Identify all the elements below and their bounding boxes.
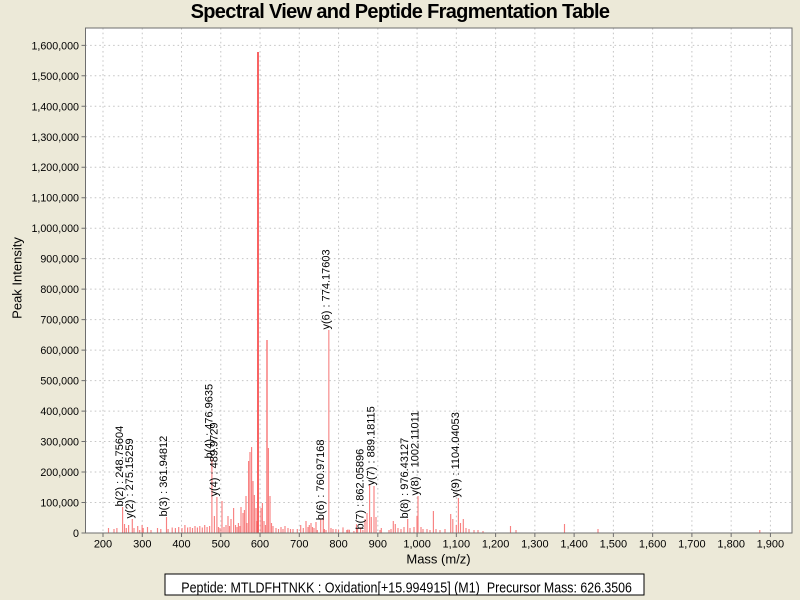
svg-text:1,700: 1,700 [678,539,706,551]
svg-text:b(4) : 476.9635: b(4) : 476.9635 [203,384,215,459]
svg-text:600: 600 [251,539,269,551]
svg-text:1,100: 1,100 [443,539,471,551]
svg-text:1,400,000: 1,400,000 [31,101,79,113]
svg-text:b(3) : 361.94812: b(3) : 361.94812 [158,436,170,517]
svg-text:200,000: 200,000 [40,467,79,479]
svg-text:900: 900 [369,539,387,551]
svg-text:y(2) : 275.15259: y(2) : 275.15259 [124,438,136,518]
svg-text:1,300: 1,300 [521,539,549,551]
svg-text:1,600,000: 1,600,000 [31,40,79,52]
svg-text:1,400: 1,400 [560,539,588,551]
svg-text:Peak Intensity: Peak Intensity [10,237,25,319]
svg-text:Peptide: MTLDFHTNKK : Oxidatio: Peptide: MTLDFHTNKK : Oxidation[+15.9949… [181,580,480,596]
svg-text:1,600: 1,600 [639,539,667,551]
svg-text:1,000,000: 1,000,000 [31,223,79,235]
svg-text:500,000: 500,000 [40,376,79,388]
svg-text:y(6) : 774.17603: y(6) : 774.17603 [320,249,332,329]
svg-text:1,500,000: 1,500,000 [31,71,79,83]
svg-text:1,100,000: 1,100,000 [31,193,79,205]
svg-text:700,000: 700,000 [40,315,79,327]
svg-text:1,200: 1,200 [482,539,510,551]
svg-text:1,800: 1,800 [717,539,745,551]
svg-text:1,900: 1,900 [757,539,785,551]
svg-text:1,300,000: 1,300,000 [31,132,79,144]
svg-text:300,000: 300,000 [40,437,79,449]
svg-text:400: 400 [172,539,190,551]
svg-text:300: 300 [133,539,151,551]
svg-text:y(7) : 889.18115: y(7) : 889.18115 [366,406,378,485]
svg-text:800: 800 [329,539,347,551]
svg-text:400,000: 400,000 [40,406,79,418]
svg-text:1,000: 1,000 [403,539,431,551]
svg-text:700: 700 [290,539,308,551]
svg-text:b(8) : 976.43127: b(8) : 976.43127 [399,438,411,519]
svg-text:200: 200 [94,539,112,551]
svg-text:800,000: 800,000 [40,284,79,296]
svg-text:0: 0 [73,528,79,540]
svg-text:500: 500 [212,539,230,551]
svg-text:b(6) : 760.97168: b(6) : 760.97168 [315,439,327,520]
svg-text:600,000: 600,000 [40,345,79,357]
svg-text:b(7) : 862.05896: b(7) : 862.05896 [354,449,366,530]
svg-text:Precursor Mass: 626.3506: Precursor Mass: 626.3506 [487,580,632,596]
svg-text:b(2) : 248.75604: b(2) : 248.75604 [114,426,126,507]
svg-text:y(9) : 1104.04053: y(9) : 1104.04053 [450,412,462,497]
svg-text:100,000: 100,000 [40,498,79,510]
svg-text:y(8) : 1002.11011: y(8) : 1002.11011 [410,411,422,496]
svg-text:y(4) : 489.9729: y(4) : 489.9729 [208,423,220,497]
svg-text:1,200,000: 1,200,000 [31,162,79,174]
svg-text:Mass (m/z): Mass (m/z) [406,552,470,567]
svg-text:1,500: 1,500 [600,539,628,551]
svg-text:900,000: 900,000 [40,254,79,266]
